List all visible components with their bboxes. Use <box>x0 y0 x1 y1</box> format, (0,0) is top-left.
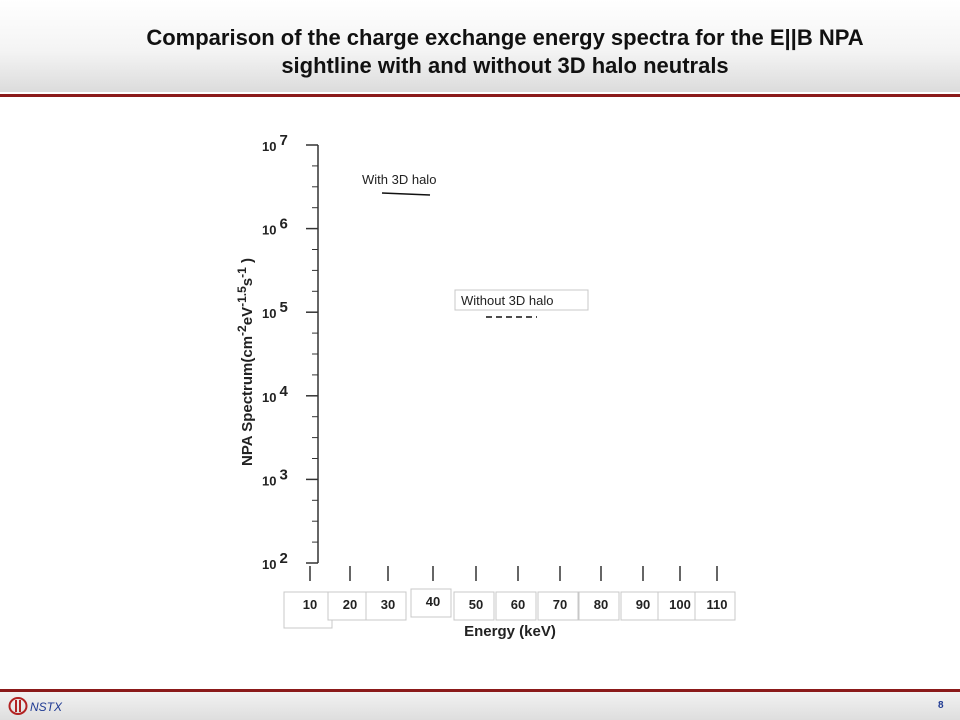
slide-header <box>0 0 960 92</box>
y-tick-label: 10 3 <box>262 466 288 488</box>
x-tick-label-box <box>327 591 369 621</box>
nstx-logo-icon <box>8 697 28 715</box>
y-tick-label: 10 4 <box>262 383 288 405</box>
legend-label-with-halo: With 3D halo <box>362 172 436 187</box>
x-tick-label: 100 <box>669 597 691 612</box>
footer-label: NSTX <box>30 700 63 714</box>
x-tick-label: 70 <box>553 597 567 612</box>
x-tick-label: 80 <box>594 597 608 612</box>
x-tick-label-box <box>453 591 495 621</box>
x-tick-label: 40 <box>426 594 440 609</box>
x-tick-label-box <box>365 591 407 621</box>
y-tick-label: 10 2 <box>262 550 288 572</box>
x-tick-label-box <box>410 588 452 618</box>
x-axis: 10 20 30 40 50 60 70 80 90 100 110 <box>283 566 736 629</box>
x-axis-title: Energy (keV) <box>464 623 556 640</box>
x-tick-label: 50 <box>469 597 483 612</box>
header-divider <box>0 94 960 97</box>
x-tick-label: 20 <box>343 597 357 612</box>
x-tick-label-box <box>694 591 736 621</box>
x-tick-label-box <box>578 591 620 621</box>
y-axis-title: NPA Spectrum(cm-2eV-1.5s-1 ) <box>235 258 256 466</box>
slide-title-line-1: Comparison of the charge exchange energy… <box>146 25 864 50</box>
legend-swatch-with-halo <box>381 192 431 196</box>
x-tick-label: 10 <box>303 597 317 612</box>
slide-title: Comparison of the charge exchange energy… <box>40 24 960 80</box>
y-tick-label: 10 6 <box>262 216 288 238</box>
footer-divider <box>0 689 960 692</box>
y-tick-label: 10 5 <box>262 299 288 321</box>
legend-box-without-halo <box>454 289 589 311</box>
y-tick-label: 10 7 <box>262 132 288 154</box>
x-tick-label: 110 <box>707 597 728 612</box>
x-tick-label-box <box>657 591 699 621</box>
x-tick-label-box <box>495 591 537 621</box>
legend-label-without-halo: Without 3D halo <box>461 293 554 308</box>
x-tick-label: 90 <box>636 597 650 612</box>
page-number: 8 <box>938 700 944 711</box>
x-tick-label-box <box>537 591 579 621</box>
legend: With 3D halo Without 3D halo <box>362 172 589 318</box>
x-tick-label-box <box>620 591 662 621</box>
x-tick-label: 30 <box>381 597 395 612</box>
slide-footer <box>0 692 960 720</box>
x-tick-label: 60 <box>511 597 525 612</box>
slide-title-line-2: sightline with and without 3D halo neutr… <box>281 53 729 78</box>
